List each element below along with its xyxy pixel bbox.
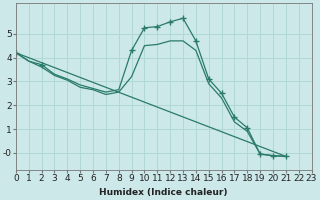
X-axis label: Humidex (Indice chaleur): Humidex (Indice chaleur) (100, 188, 228, 197)
